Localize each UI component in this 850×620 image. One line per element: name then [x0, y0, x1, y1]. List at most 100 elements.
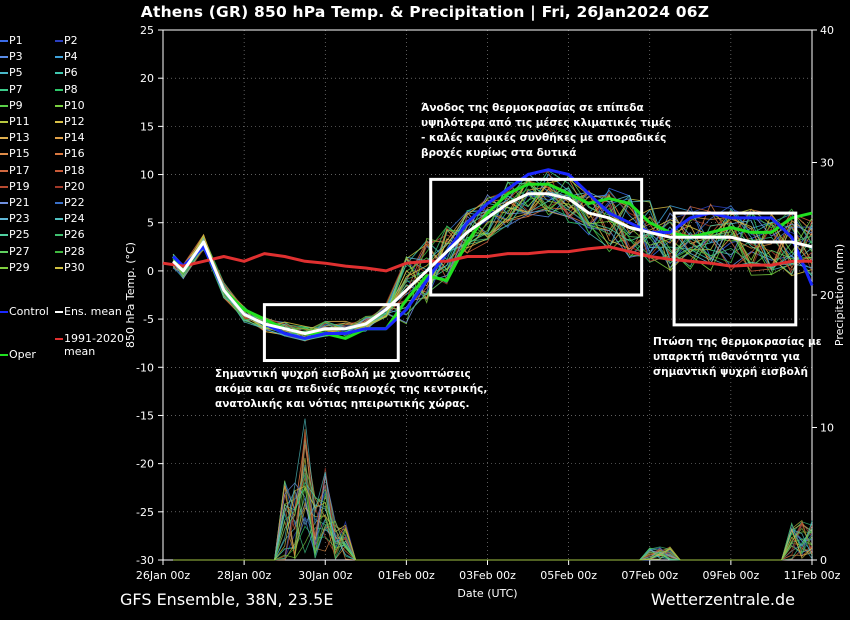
- y2tick-label: 0: [820, 554, 827, 567]
- legend-label: P2: [64, 34, 78, 47]
- legend-item: P21: [0, 196, 30, 210]
- ytick-label: -20: [136, 458, 154, 471]
- legend-label: P21: [9, 196, 30, 209]
- series-oper: [171, 182, 813, 340]
- xtick-label: 01Feb 00z: [378, 569, 435, 582]
- legend-swatch: [0, 153, 8, 156]
- ytick-label: 10: [140, 169, 154, 182]
- legend-label: P23: [9, 212, 30, 226]
- legend-item: P7: [0, 83, 23, 97]
- x-axis-label: Date (UTC): [457, 587, 517, 600]
- legend-item: P4: [55, 50, 78, 64]
- legend-swatch: [55, 234, 63, 237]
- member-precip-line: [173, 517, 813, 561]
- legend-label: P26: [64, 228, 85, 242]
- legend-swatch: [0, 72, 8, 75]
- ytick-label: -25: [136, 506, 154, 519]
- legend-swatch: [55, 202, 63, 204]
- member-precip-line: [173, 489, 813, 561]
- xtick-label: 11Feb 00z: [784, 569, 841, 582]
- footer-site: Wetterzentrale.de: [650, 590, 795, 609]
- ytick-label: 5: [147, 217, 154, 230]
- member-precip-line: [173, 485, 813, 561]
- member-precip-line: [173, 429, 813, 561]
- legend-swatch: [0, 56, 8, 59]
- legend-swatch: [0, 266, 8, 269]
- legend-swatch: [55, 169, 63, 172]
- legend-label: P1: [9, 34, 23, 47]
- legend-swatch: [55, 311, 63, 313]
- legend-label: P11: [9, 115, 30, 128]
- legend-swatch: [0, 202, 8, 204]
- legend-item: P29: [0, 261, 30, 275]
- annotation-line: υψηλότερα από τις μέσες κλιματικές τιμές: [421, 117, 671, 129]
- annotation-line: υπαρκτή πιθανότητα για: [653, 351, 800, 363]
- legend-swatch: [55, 218, 63, 221]
- annotation-line: Σημαντική ψυχρή εισβολή με χιονοπτώσεις: [215, 368, 471, 380]
- member-precip-line: [173, 525, 813, 561]
- y2-axis-label: Precipitation (mm): [833, 244, 846, 346]
- member-line: [172, 194, 813, 341]
- legend-item: P23: [0, 212, 30, 226]
- legend-item: P8: [55, 83, 78, 97]
- member-precip-line: [173, 495, 813, 561]
- legend-label: Control: [9, 305, 49, 318]
- ytick-label: 15: [140, 120, 154, 133]
- member-precip-line: [173, 473, 813, 561]
- legend-label: P16: [64, 147, 85, 161]
- annotation-line: Πτώση της θερμοκρασίας με: [653, 336, 822, 348]
- legend-swatch: [0, 121, 8, 123]
- ytick-label: 25: [140, 24, 154, 37]
- legend-label: 1991-2020 mean: [64, 332, 124, 358]
- ytick-label: -5: [143, 313, 154, 326]
- legend-swatch: [55, 153, 63, 156]
- y2tick-label: 30: [820, 157, 834, 170]
- xtick-label: 03Feb 00z: [459, 569, 516, 582]
- xtick-label: 09Feb 00z: [703, 569, 760, 582]
- legend-label: P7: [9, 82, 23, 96]
- member-precip-line: [173, 480, 813, 561]
- annotation-line: βροχές κυρίως στα δυτικά: [421, 147, 577, 159]
- legend-item: P19: [0, 180, 30, 194]
- legend-item: Oper: [0, 348, 36, 362]
- legend-swatch: [0, 185, 8, 188]
- chart-title: Athens (GR) 850 hPa Temp. & Precipitatio…: [140, 3, 710, 21]
- member-precip-line: [173, 485, 813, 561]
- legend-label: P14: [64, 131, 85, 145]
- legend-label: P12: [64, 115, 85, 128]
- legend-item: P28: [55, 245, 85, 259]
- annotation-line: Άνοδος της θερμοκρασίας σε επίπεδα: [421, 102, 644, 114]
- series-ens-mean: [172, 192, 813, 335]
- legend-item: P20: [55, 180, 85, 194]
- member-precip-line: [173, 488, 813, 561]
- member-precip-line: [173, 506, 813, 561]
- legend-swatch: [0, 354, 8, 356]
- legend-item: P15: [0, 147, 30, 161]
- legend-swatch: [0, 88, 8, 91]
- legend-item: P3: [0, 50, 23, 64]
- legend-item: P10: [55, 99, 85, 113]
- member-precip-line: [173, 507, 813, 561]
- legend-label: P25: [9, 228, 30, 242]
- legend-swatch: [0, 250, 8, 253]
- legend-swatch: [0, 104, 8, 107]
- annotation-line: - καλές καιρικές συνθήκες με σποραδικές: [421, 132, 667, 144]
- legend-label: P3: [9, 50, 23, 64]
- y2tick-label: 10: [820, 422, 834, 435]
- legend-label: P20: [64, 179, 85, 193]
- legend-label: P4: [64, 50, 78, 64]
- legend-item: P26: [55, 228, 85, 242]
- legend-item: Control: [0, 305, 49, 319]
- legend-swatch: [55, 185, 63, 188]
- legend-label: P13: [9, 131, 30, 145]
- xtick-label: 30Jan 00z: [298, 569, 352, 582]
- legend-label: P28: [64, 244, 85, 258]
- legend-swatch: [0, 234, 8, 237]
- legend-label: P15: [9, 147, 30, 161]
- member-precip-line: [173, 485, 813, 561]
- legend-item: P24: [55, 212, 85, 226]
- legend-label: P8: [64, 82, 78, 96]
- legend-item: Ens. mean: [55, 305, 122, 319]
- annotation-cold-outbreak: Σημαντική ψυχρή εισβολή με χιονοπτώσεις α…: [215, 367, 487, 412]
- xtick-label: 26Jan 00z: [136, 569, 190, 582]
